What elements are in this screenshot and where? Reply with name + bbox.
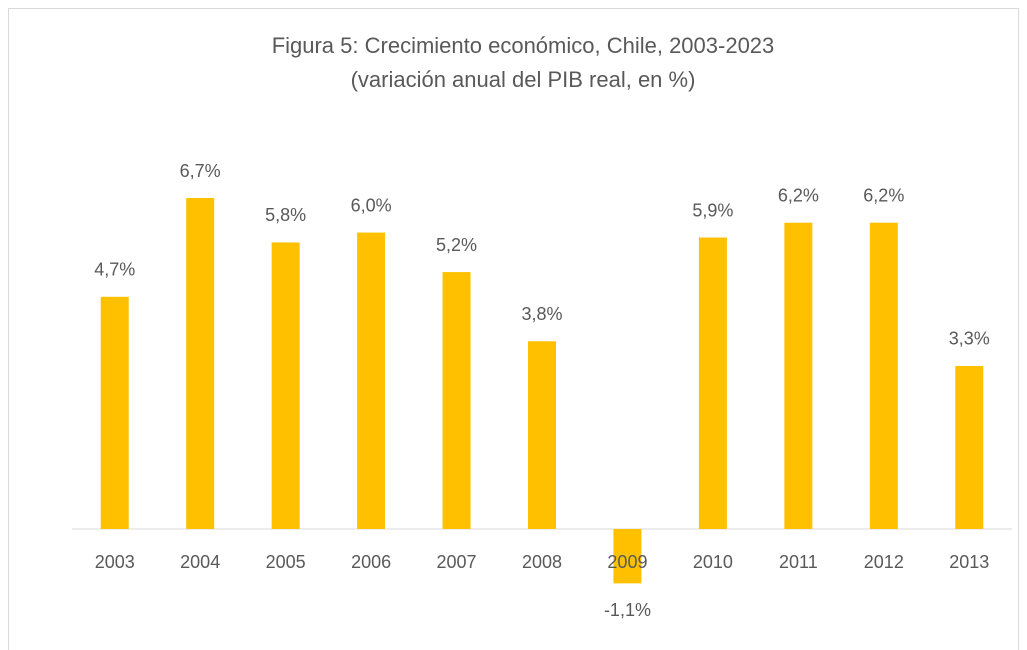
- x-tick-label: 2008: [522, 552, 562, 572]
- data-label: 3,3%: [949, 329, 990, 349]
- bar: [784, 222, 813, 530]
- data-label: 3,8%: [521, 304, 562, 324]
- data-label: 5,2%: [436, 235, 477, 255]
- bar: [271, 242, 300, 529]
- x-tick-label: 2007: [437, 552, 477, 572]
- bar: [528, 341, 556, 529]
- x-tick-label: 2006: [351, 552, 391, 572]
- data-label: 6,0%: [351, 195, 392, 215]
- bar: [869, 222, 898, 530]
- chart-title: Figura 5: Crecimiento económico, Chile, …: [272, 33, 775, 58]
- x-tick-label: 2012: [864, 552, 904, 572]
- x-tick-label: 2004: [180, 552, 220, 572]
- x-tick-label: 2013: [949, 552, 989, 572]
- data-label: 5,9%: [692, 200, 733, 220]
- data-label: 6,2%: [863, 185, 904, 205]
- data-label: -1,1%: [604, 600, 651, 620]
- x-tick-label: 2009: [607, 552, 647, 572]
- bar: [186, 198, 215, 529]
- bar: [357, 232, 386, 529]
- bar: [955, 365, 984, 529]
- bar: [100, 296, 129, 529]
- data-label: 6,2%: [778, 185, 819, 205]
- x-tick-label: 2003: [95, 552, 135, 572]
- data-label: 4,7%: [94, 260, 135, 280]
- data-label: 5,8%: [265, 205, 306, 225]
- chart-subtitle: (variación anual del PIB real, en %): [351, 67, 696, 92]
- x-tick-label: 2011: [779, 552, 818, 572]
- bar: [698, 237, 727, 529]
- bar: [613, 529, 642, 584]
- bar: [442, 272, 471, 529]
- data-label: 6,7%: [180, 161, 221, 181]
- x-tick-label: 2010: [693, 552, 733, 572]
- x-tick-label: 2005: [266, 552, 306, 572]
- chart-border: [8, 8, 1019, 650]
